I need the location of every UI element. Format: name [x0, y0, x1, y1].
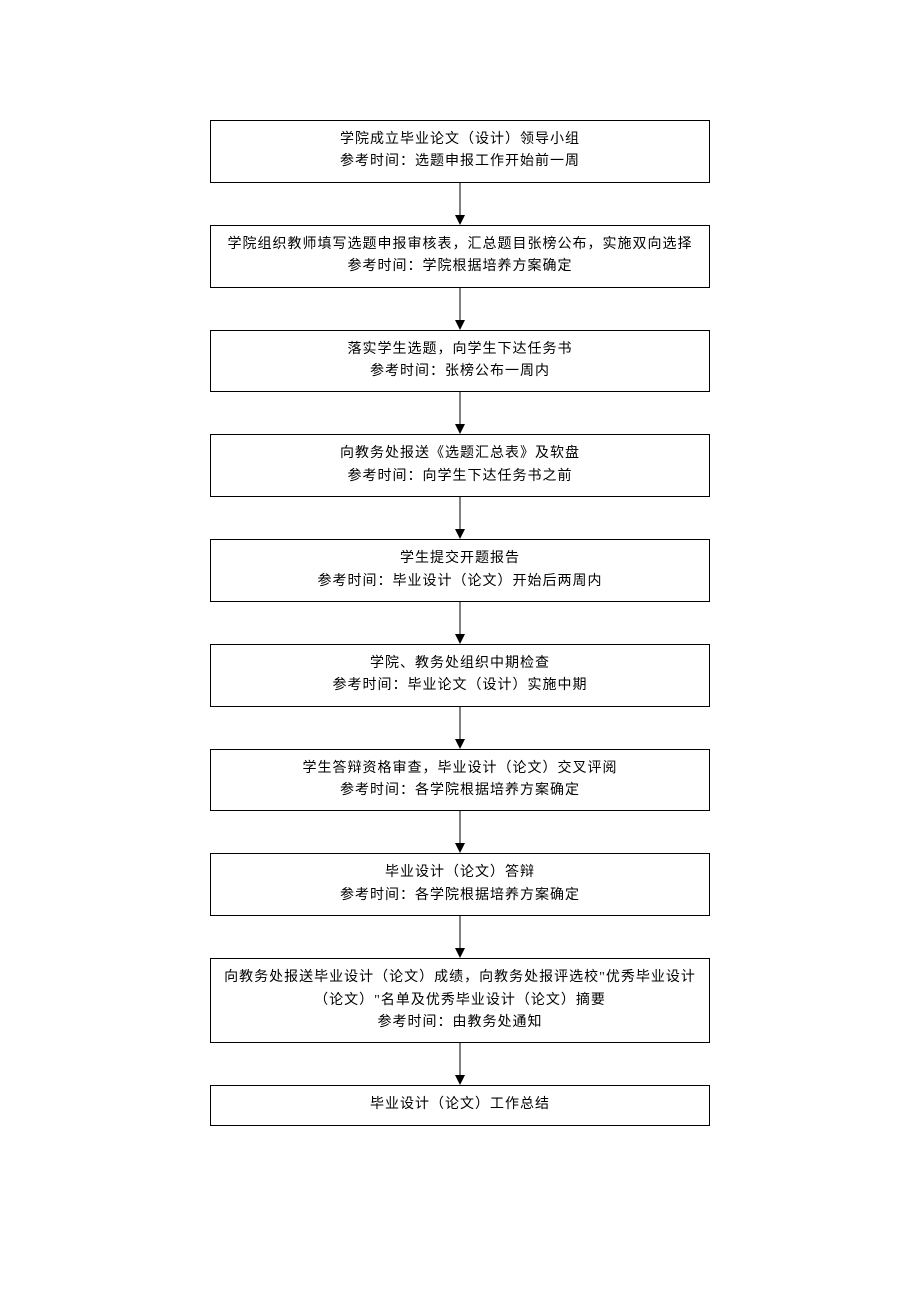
flow-node-1: 学院成立毕业论文（设计）领导小组 参考时间：选题申报工作开始前一周 [210, 120, 710, 183]
node-text: 学院组织教师填写选题申报审核表，汇总题目张榜公布，实施双向选择 [223, 234, 697, 256]
node-text: 向教务处报送《选题汇总表》及软盘 [223, 443, 697, 465]
node-text: （论文）"名单及优秀毕业设计（论文）摘要 [223, 990, 697, 1012]
flow-node-4: 向教务处报送《选题汇总表》及软盘 参考时间：向学生下达任务书之前 [210, 434, 710, 497]
node-text: 学院成立毕业论文（设计）领导小组 [223, 129, 697, 151]
flow-node-8: 毕业设计（论文）答辩 参考时间：各学院根据培养方案确定 [210, 853, 710, 916]
node-text: 参考时间：选题申报工作开始前一周 [223, 151, 697, 173]
arrow-down-icon [450, 916, 470, 958]
node-text: 参考时间：学院根据培养方案确定 [223, 256, 697, 278]
node-text: 学生提交开题报告 [223, 548, 697, 570]
arrow-down-icon [450, 811, 470, 853]
arrow-connector [210, 183, 710, 225]
flow-node-5: 学生提交开题报告 参考时间：毕业设计（论文）开始后两周内 [210, 539, 710, 602]
flow-node-10: 毕业设计（论文）工作总结 [210, 1085, 710, 1125]
node-text: 学院、教务处组织中期检查 [223, 653, 697, 675]
arrow-connector [210, 707, 710, 749]
arrow-connector [210, 288, 710, 330]
arrow-connector [210, 602, 710, 644]
arrow-connector [210, 392, 710, 434]
node-text: 向教务处报送毕业设计（论文）成绩，向教务处报评选校"优秀毕业设计 [223, 967, 697, 989]
flow-node-2: 学院组织教师填写选题申报审核表，汇总题目张榜公布，实施双向选择 参考时间：学院根… [210, 225, 710, 288]
flow-node-3: 落实学生选题，向学生下达任务书 参考时间：张榜公布一周内 [210, 330, 710, 393]
arrow-connector [210, 916, 710, 958]
arrow-down-icon [450, 183, 470, 225]
node-text: 参考时间：张榜公布一周内 [223, 361, 697, 383]
arrow-down-icon [450, 707, 470, 749]
arrow-down-icon [450, 602, 470, 644]
node-text: 参考时间：毕业设计（论文）开始后两周内 [223, 571, 697, 593]
arrow-down-icon [450, 288, 470, 330]
arrow-connector [210, 497, 710, 539]
node-text: 学生答辩资格审查，毕业设计（论文）交叉评阅 [223, 758, 697, 780]
arrow-connector [210, 1043, 710, 1085]
node-text: 落实学生选题，向学生下达任务书 [223, 339, 697, 361]
node-text: 参考时间：各学院根据培养方案确定 [223, 780, 697, 802]
arrow-down-icon [450, 497, 470, 539]
node-text: 参考时间：由教务处通知 [223, 1012, 697, 1034]
node-text: 毕业设计（论文）答辩 [223, 862, 697, 884]
flowchart-container: 学院成立毕业论文（设计）领导小组 参考时间：选题申报工作开始前一周 学院组织教师… [210, 120, 710, 1126]
flow-node-7: 学生答辩资格审查，毕业设计（论文）交叉评阅 参考时间：各学院根据培养方案确定 [210, 749, 710, 812]
arrow-down-icon [450, 392, 470, 434]
node-text: 毕业设计（论文）工作总结 [223, 1094, 697, 1116]
node-text: 参考时间：向学生下达任务书之前 [223, 466, 697, 488]
arrow-down-icon [450, 1043, 470, 1085]
flow-node-9: 向教务处报送毕业设计（论文）成绩，向教务处报评选校"优秀毕业设计 （论文）"名单… [210, 958, 710, 1043]
node-text: 参考时间：毕业论文（设计）实施中期 [223, 675, 697, 697]
arrow-connector [210, 811, 710, 853]
node-text: 参考时间：各学院根据培养方案确定 [223, 885, 697, 907]
flow-node-6: 学院、教务处组织中期检查 参考时间：毕业论文（设计）实施中期 [210, 644, 710, 707]
